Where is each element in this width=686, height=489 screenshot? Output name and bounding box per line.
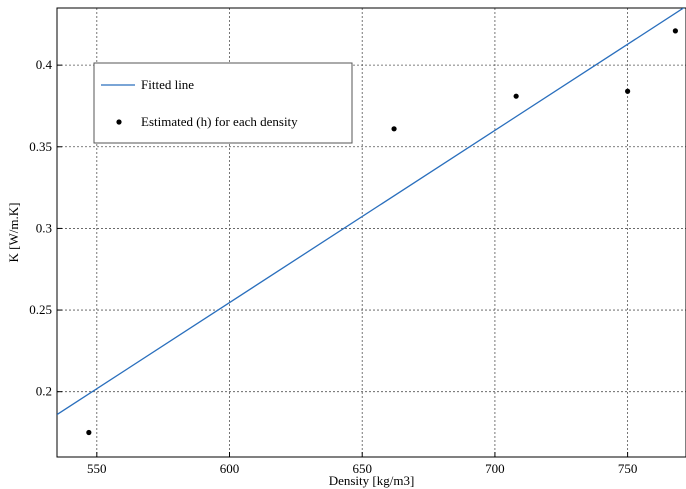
legend-dot-swatch bbox=[116, 119, 122, 125]
y-axis-label: K [W/m.K] bbox=[6, 203, 21, 263]
y-tick-label: 0.3 bbox=[36, 220, 52, 235]
y-tick-label: 0.25 bbox=[29, 302, 52, 317]
data-point bbox=[86, 429, 92, 436]
x-tick-label: 750 bbox=[618, 461, 638, 476]
y-tick-label: 0.2 bbox=[36, 384, 52, 399]
plot-frame bbox=[56, 7, 686, 458]
data-point bbox=[625, 88, 631, 94]
x-axis-label: Density [kg/m3] bbox=[329, 473, 415, 488]
fitted-line bbox=[57, 8, 685, 416]
y-tick-label: 0.4 bbox=[36, 57, 53, 72]
data-point bbox=[513, 93, 519, 99]
axis-ticks: 550 600 650 700 750 0.2 0.25 0.3 0.35 0.4 bbox=[29, 57, 637, 476]
y-tick-label: 0.35 bbox=[29, 139, 52, 154]
legend-label-estimated: Estimated (h) for each density bbox=[141, 114, 298, 129]
legend-label-fitted-line: Fitted line bbox=[141, 77, 194, 92]
data-marks bbox=[57, 8, 685, 436]
legend: Fitted line Estimated (h) for each densi… bbox=[93, 62, 353, 144]
x-tick-label: 600 bbox=[220, 461, 240, 476]
x-tick-label: 700 bbox=[485, 461, 505, 476]
legend-box bbox=[93, 62, 353, 144]
data-point bbox=[672, 28, 678, 34]
x-tick-label: 550 bbox=[87, 461, 107, 476]
data-point bbox=[391, 126, 397, 132]
x-tick-label: 650 bbox=[352, 461, 372, 476]
